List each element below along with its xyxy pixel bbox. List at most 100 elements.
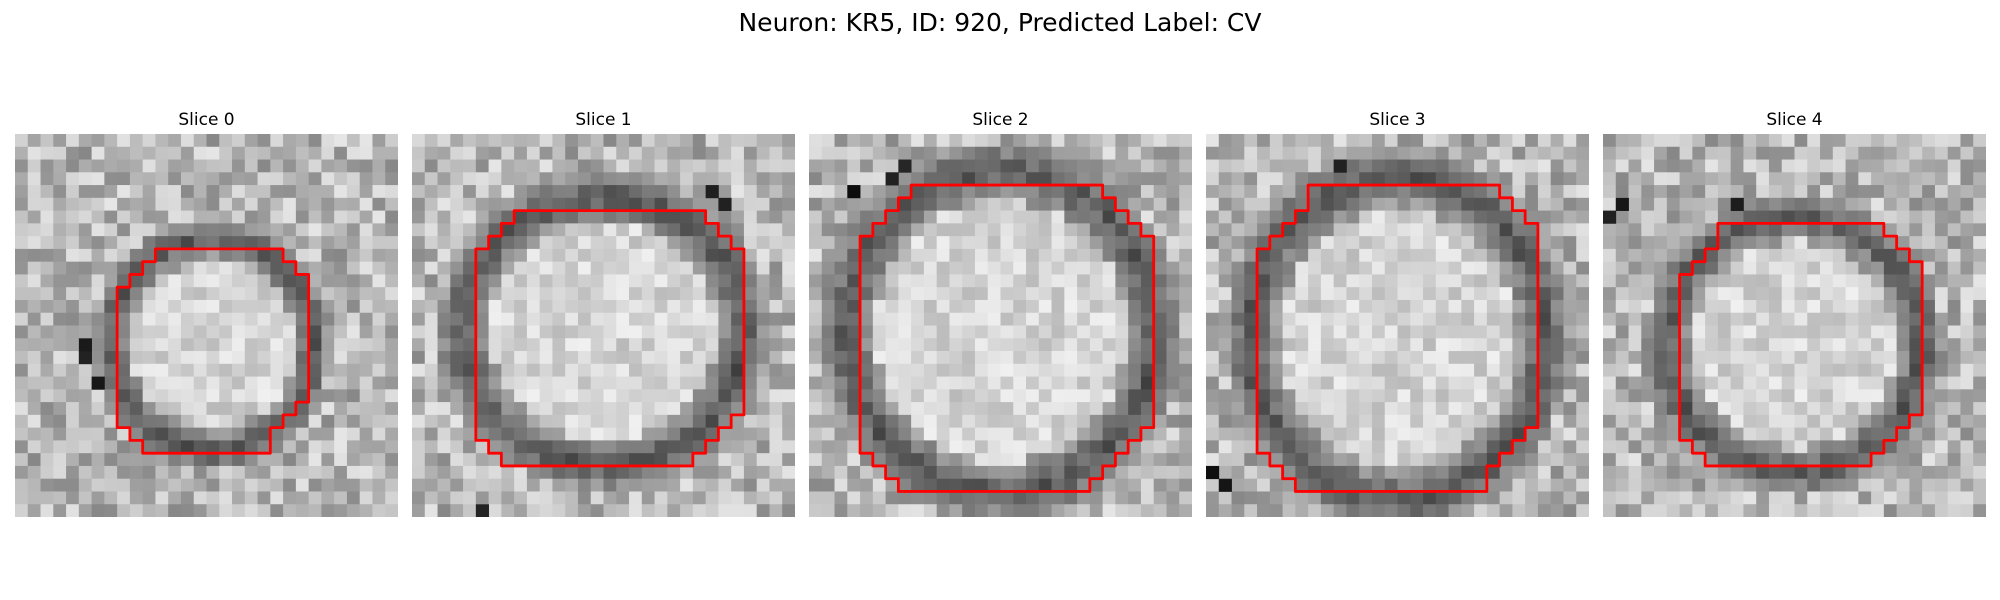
- image-pixel: [1038, 478, 1052, 492]
- image-pixel: [1525, 312, 1539, 326]
- image-pixel: [565, 351, 579, 365]
- image-pixel: [1666, 236, 1680, 250]
- image-pixel: [244, 351, 258, 365]
- image-pixel: [1038, 504, 1052, 517]
- image-pixel: [539, 427, 553, 441]
- image-pixel: [847, 504, 861, 517]
- image-pixel: [1692, 248, 1706, 263]
- image-pixel: [514, 453, 528, 467]
- image-pixel: [782, 338, 795, 352]
- image-pixel: [885, 261, 899, 275]
- image-pixel: [270, 414, 284, 429]
- image-pixel: [412, 491, 426, 505]
- image-pixel: [1922, 223, 1936, 237]
- image-pixel: [346, 376, 361, 390]
- image-pixel: [1615, 325, 1629, 339]
- image-pixel: [412, 197, 426, 211]
- image-pixel: [1781, 389, 1795, 403]
- image-pixel: [898, 236, 912, 250]
- image-pixel: [1730, 465, 1744, 480]
- image-pixel: [769, 223, 783, 237]
- image-pixel: [117, 414, 131, 429]
- image-pixel: [1628, 172, 1642, 186]
- image-pixel: [1308, 223, 1322, 237]
- image-pixel: [1218, 465, 1232, 480]
- image-pixel: [718, 478, 732, 492]
- image-pixel: [923, 478, 938, 492]
- image-pixel: [834, 363, 848, 377]
- image-pixel: [680, 465, 694, 480]
- image-pixel: [616, 248, 630, 263]
- image-pixel: [847, 465, 861, 480]
- image-pixel: [283, 312, 297, 326]
- image-pixel: [501, 440, 515, 454]
- image-pixel: [590, 453, 604, 467]
- image-pixel: [1743, 197, 1757, 211]
- image-pixel: [193, 389, 207, 403]
- image-pixel: [1628, 491, 1642, 505]
- image-pixel: [1615, 312, 1629, 326]
- image-pixel: [514, 223, 528, 237]
- image-pixel: [552, 504, 566, 517]
- image-pixel: [1909, 299, 1923, 314]
- image-pixel: [1435, 465, 1449, 480]
- image-pixel: [1308, 159, 1322, 173]
- image-pixel: [821, 478, 835, 492]
- image-pixel: [1333, 299, 1347, 314]
- image-pixel: [974, 146, 989, 160]
- image-pixel: [1845, 376, 1859, 390]
- image-pixel: [1756, 440, 1770, 454]
- slice-image-1: [412, 134, 795, 517]
- image-pixel: [91, 325, 105, 339]
- image-pixel: [257, 504, 271, 517]
- image-pixel: [552, 453, 566, 467]
- image-pixel: [1960, 402, 1974, 416]
- image-pixel: [117, 363, 131, 377]
- image-pixel: [565, 491, 579, 505]
- image-pixel: [526, 261, 541, 275]
- image-pixel: [1717, 491, 1732, 505]
- image-pixel: [552, 172, 566, 186]
- image-pixel: [40, 465, 54, 480]
- image-pixel: [257, 210, 271, 224]
- image-pixel: [180, 440, 195, 454]
- image-pixel: [1486, 427, 1501, 441]
- image-pixel: [987, 312, 1001, 326]
- image-pixel: [385, 478, 398, 492]
- image-pixel: [1756, 338, 1770, 352]
- image-pixel: [962, 351, 976, 365]
- image-pixel: [1333, 210, 1347, 224]
- image-pixel: [437, 491, 451, 505]
- image-pixel: [1717, 427, 1732, 441]
- image-pixel: [1128, 376, 1142, 390]
- image-pixel: [475, 478, 489, 492]
- image-pixel: [1922, 402, 1936, 416]
- image-pixel: [641, 453, 655, 467]
- image-pixel: [1768, 504, 1783, 517]
- image-pixel: [1973, 261, 1986, 275]
- image-pixel: [437, 402, 451, 416]
- image-pixel: [1077, 453, 1091, 467]
- image-pixel: [1973, 504, 1986, 517]
- image-pixel: [1692, 274, 1706, 288]
- image-pixel: [1628, 402, 1642, 416]
- image-pixel: [334, 465, 348, 480]
- image-pixel: [834, 504, 848, 517]
- image-pixel: [488, 338, 502, 352]
- image-pixel: [782, 248, 795, 263]
- image-pixel: [629, 134, 643, 148]
- image-pixel-dark: [1333, 159, 1347, 173]
- image-pixel: [53, 338, 67, 352]
- image-pixel: [193, 440, 207, 454]
- image-pixel: [1179, 440, 1192, 454]
- image-pixel: [1486, 376, 1501, 390]
- image-pixel: [1486, 287, 1501, 301]
- image-pixel: [769, 504, 783, 517]
- image-pixel: [1410, 210, 1424, 224]
- image-pixel: [923, 325, 938, 339]
- image-pixel: [385, 389, 398, 403]
- image-pixel: [372, 465, 386, 480]
- image-pixel: [1153, 185, 1167, 199]
- image-pixel: [40, 491, 54, 505]
- image-pixel: [692, 363, 707, 377]
